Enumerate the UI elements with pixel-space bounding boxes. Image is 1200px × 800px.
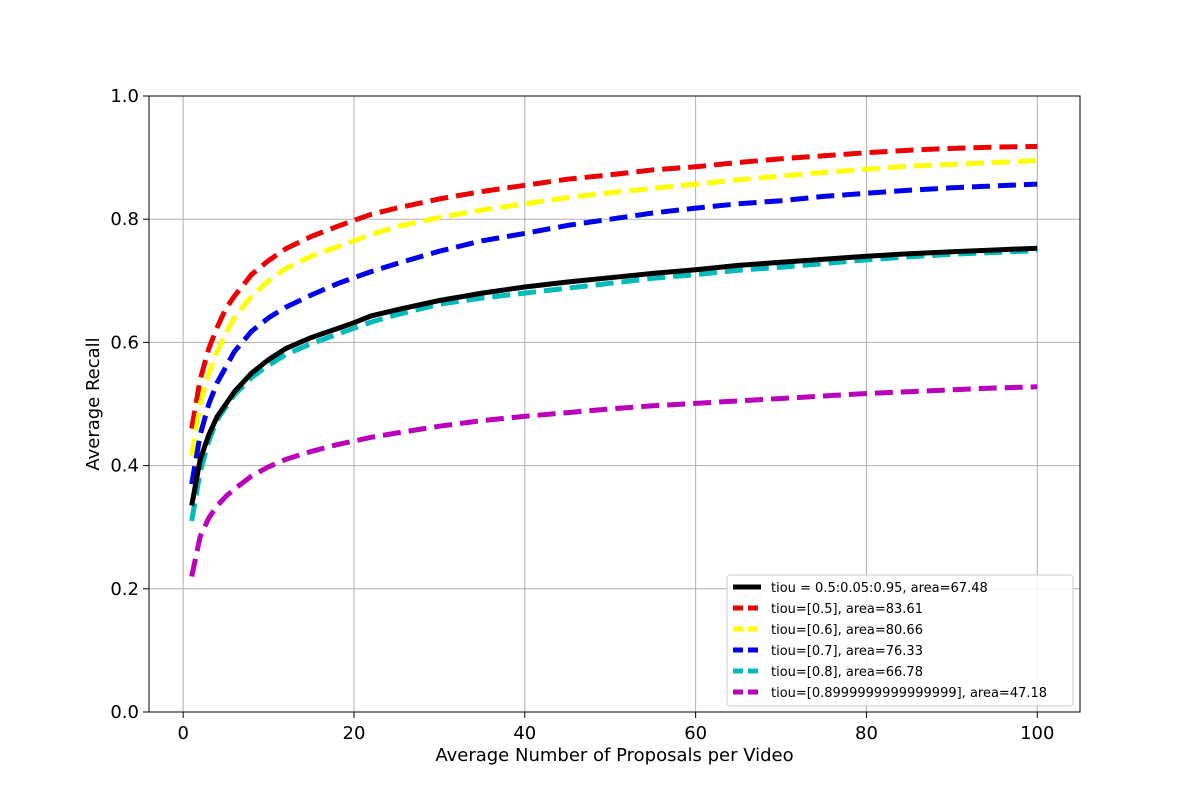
y-tick-label: 0.2	[110, 579, 139, 600]
axis-ticks: 0 20 40 60 80 100 0.0 0.2 0.4 0.6 0.8 1.0	[110, 86, 1054, 744]
y-tick-label: 1.0	[110, 86, 139, 107]
y-tick-label: 0.8	[110, 209, 139, 230]
plot-frame	[148, 95, 1081, 713]
series-line-0	[189, 245, 1038, 507]
x-tick-label: 60	[684, 723, 707, 744]
legend-label-4: tiou=[0.8], area=66.78	[771, 665, 923, 680]
legend-label-1: tiou=[0.5], area=83.61	[771, 602, 923, 617]
y-tick-label: 0.4	[110, 456, 139, 477]
legend-label-3: tiou=[0.7], area=76.33	[771, 644, 923, 659]
legend: tiou = 0.5:0.05:0.95, area=67.48 tiou=[0.…	[726, 574, 1074, 707]
x-axis-label: Average Number of Proposals per Video	[435, 745, 793, 766]
legend-box	[726, 574, 1074, 707]
legend-label-5: tiou=[0.8999999999999999], area=47.18	[771, 686, 1047, 701]
y-tick-label: 0.6	[110, 332, 139, 353]
x-tick-label: 100	[1020, 723, 1054, 744]
y-tick-label: 0.0	[110, 702, 139, 723]
x-tick-label: 0	[177, 723, 188, 744]
series-line-3	[189, 181, 1038, 485]
x-tick-label: 80	[855, 723, 878, 744]
plot-lines	[189, 144, 1038, 578]
x-tick-label: 20	[343, 723, 366, 744]
y-axis-label: Average Recall	[83, 337, 104, 470]
series-line-2	[189, 158, 1038, 457]
legend-label-0: tiou = 0.5:0.05:0.95, area=67.48	[771, 581, 988, 596]
series-line-5	[189, 384, 1038, 578]
legend-label-2: tiou=[0.6], area=80.66	[771, 623, 923, 638]
x-tick-label: 40	[513, 723, 536, 744]
series-line-1	[189, 144, 1038, 430]
